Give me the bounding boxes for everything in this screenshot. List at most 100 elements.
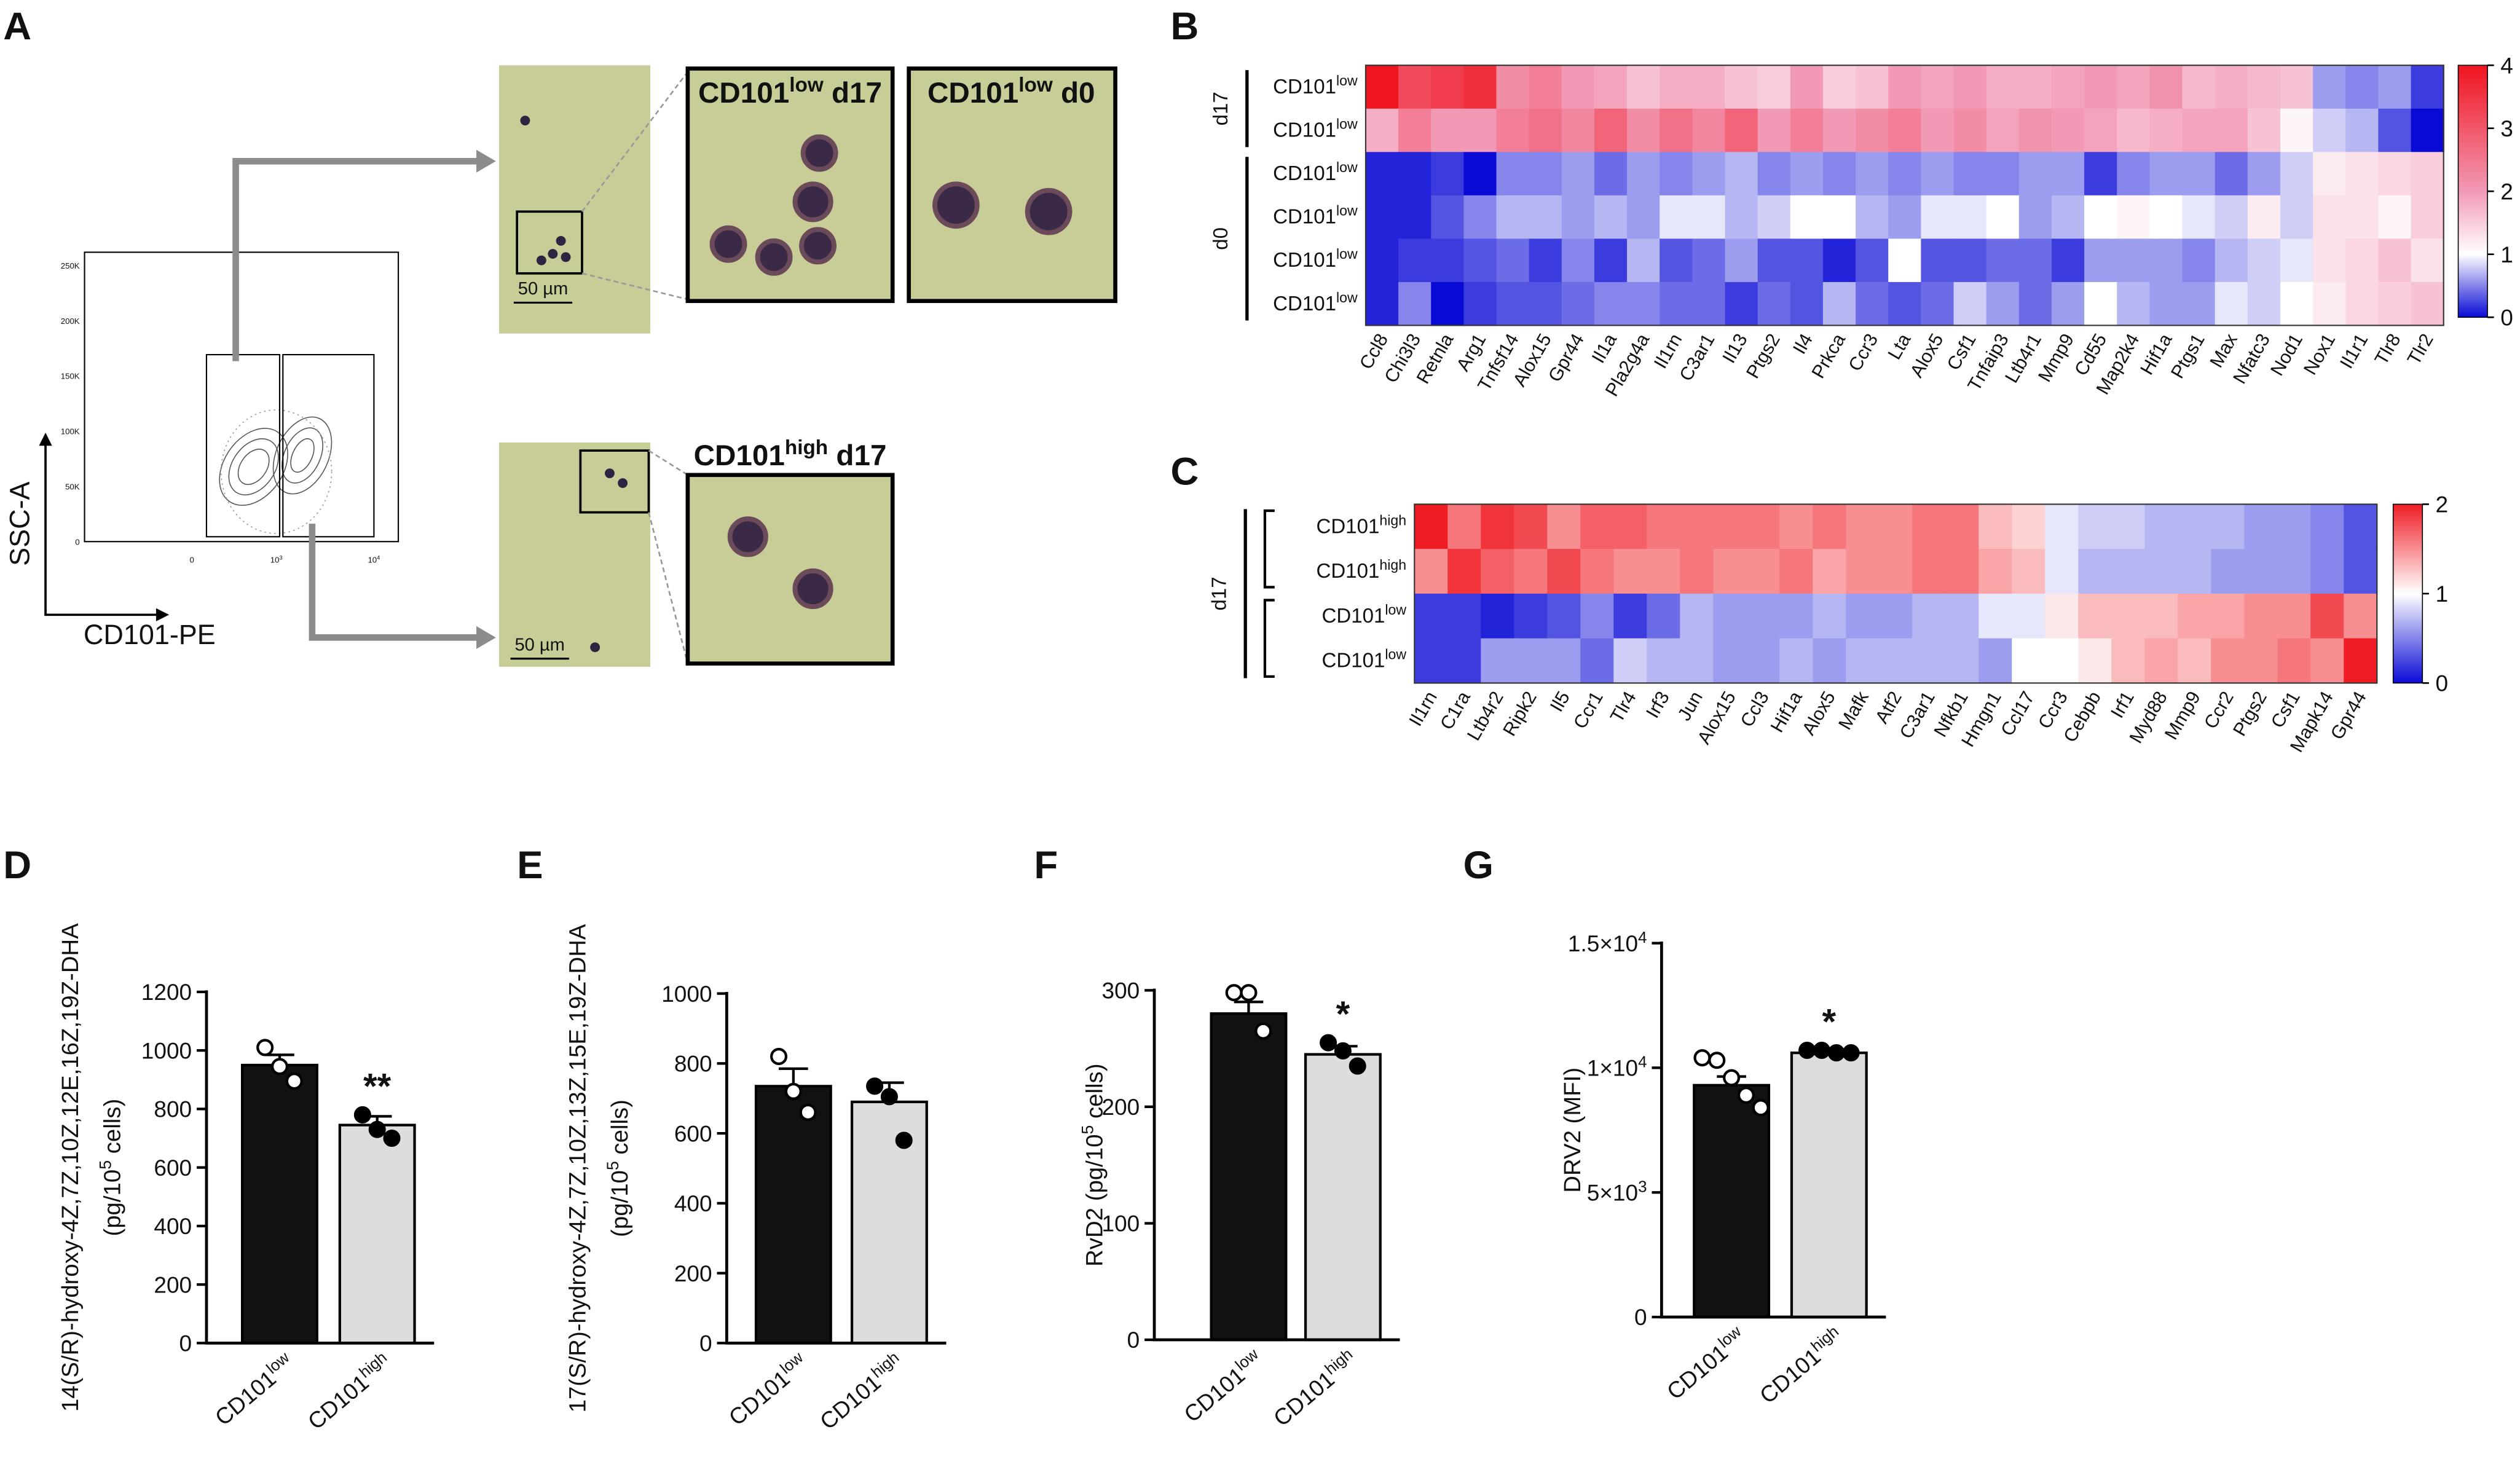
- colorbar-tick-label: 0: [2500, 304, 2513, 330]
- heatmap-cell: [1986, 65, 2020, 109]
- x-tick-label-part: CD101: [1662, 1339, 1733, 1404]
- data-point: [1737, 1087, 1755, 1104]
- image-title-part: high: [785, 436, 828, 458]
- axes: [725, 991, 947, 1345]
- heatmap-cell: [2045, 593, 2079, 639]
- heatmap-cell: [1879, 549, 1913, 594]
- flow-tick-label: 0: [75, 538, 79, 547]
- heatmap-cell: [1725, 152, 1758, 196]
- heatmap-cell: [1496, 152, 1530, 196]
- data-point: [256, 1039, 274, 1056]
- colorbar-tick-label: 3: [2500, 116, 2513, 141]
- heatmap-cell: [2313, 195, 2347, 240]
- heatmap-cell: [1496, 65, 1530, 109]
- x-tick-label: CD101low: [1178, 1345, 1269, 1427]
- data-point: [784, 1082, 802, 1100]
- row-bracket: [1263, 509, 1275, 589]
- y-axis-label-part: RvD2 (pg/10: [1081, 1135, 1108, 1267]
- x-tick-label: CD101high: [814, 1349, 908, 1434]
- heatmap-cell: [2344, 593, 2378, 639]
- x-tick-label: CD101high: [1267, 1345, 1362, 1431]
- panel-letter: C: [1171, 450, 1199, 494]
- heatmap-cell: [2045, 549, 2079, 594]
- heatmap-cell: [2244, 549, 2278, 594]
- arrow-head: [476, 149, 496, 173]
- heatmap-cell: [1888, 195, 1922, 240]
- cells: [727, 516, 833, 610]
- panel-letter: E: [517, 844, 543, 887]
- heatmap-cell: [2045, 504, 2079, 550]
- heatmap-cell: [1757, 281, 1791, 326]
- heatmap-cell: [1481, 549, 1515, 594]
- row-label: CD101low: [1321, 602, 1406, 627]
- column-label: Ccr1: [1569, 688, 1607, 733]
- y-axis-label-part: 5: [96, 1160, 115, 1170]
- row-label-part: high: [1379, 512, 1406, 528]
- y-tick-label: 600: [674, 1120, 712, 1146]
- heatmap-cell: [2182, 65, 2216, 109]
- bar: [1304, 1053, 1382, 1342]
- row-label: CD101low: [1273, 116, 1358, 142]
- heatmap-cell: [2051, 195, 2085, 240]
- row-label-part: low: [1336, 159, 1358, 175]
- heatmap-cell: [2018, 152, 2053, 196]
- heatmap-cell: [1912, 504, 1947, 550]
- heatmap-cell: [1979, 504, 2013, 550]
- heatmap-cell: [2345, 195, 2379, 240]
- heatmap-cell: [2215, 108, 2248, 153]
- heatmap-cell: [2084, 281, 2118, 326]
- heatmap-cell: [1846, 504, 1880, 550]
- y-tick-label: 100: [1101, 1211, 1140, 1237]
- column-label: Ptgs2: [2229, 688, 2271, 739]
- colorbar-tick-label: 0: [2435, 671, 2448, 696]
- row-label-part: low: [1336, 246, 1358, 262]
- panel-a-graphics: [39, 65, 1117, 667]
- heatmap-cell: [1365, 108, 1400, 153]
- flow-tick-label: 103: [270, 555, 283, 565]
- heatmap-cell: [1431, 65, 1465, 109]
- flow-tick-label-part: 4: [377, 555, 380, 561]
- heatmap-cell: [2345, 238, 2379, 283]
- heatmap-cell: [1713, 504, 1747, 550]
- heatmap-cell: [1725, 65, 1758, 109]
- heatmap-cell: [1514, 549, 1548, 594]
- axes: [1152, 988, 1400, 1342]
- heatmap-cell: [2117, 152, 2151, 196]
- flow-contours: [219, 409, 333, 534]
- heatmap-cell: [1680, 638, 1714, 684]
- data-point: [1708, 1052, 1726, 1069]
- heatmap-cell: [1660, 238, 1693, 283]
- heatmap-cell: [2378, 65, 2412, 109]
- heatmap-cell: [1414, 593, 1449, 639]
- row-label: CD101low: [1273, 203, 1358, 229]
- heatmap-cell: [1514, 504, 1548, 550]
- heatmap-cell: [2149, 152, 2183, 196]
- y-axis-label-part: 5: [1078, 1125, 1097, 1135]
- heatmap-cell: [2111, 504, 2146, 550]
- heatmap-cell: [2378, 238, 2412, 283]
- heatmap-cell: [2182, 281, 2216, 326]
- heatmap-cell: [1856, 238, 1889, 283]
- heatmap-cell: [2215, 238, 2248, 283]
- heatmap-cell: [2078, 504, 2112, 550]
- zoom-box: [516, 210, 583, 275]
- heatmap-cell: [2247, 108, 2282, 153]
- y-tick-label: 0: [179, 1331, 192, 1356]
- heatmap-cell: [1561, 152, 1595, 196]
- heatmap-cell: [2149, 281, 2183, 326]
- colorbar: [2457, 65, 2488, 318]
- y-axis-label: RvD2 (pg/105 cells): [1078, 1064, 1108, 1267]
- y-axis-label-part: (pg/10: [607, 1170, 633, 1237]
- heatmap-cell: [1953, 152, 1987, 196]
- heatmap-cell: [1594, 152, 1628, 196]
- heatmap-cell: [2111, 638, 2146, 684]
- heatmap-cell: [1725, 238, 1758, 283]
- data-point: [1827, 1044, 1845, 1062]
- y-tick-label-part: 4: [1638, 1054, 1647, 1071]
- row-label-part: CD101: [1273, 119, 1336, 142]
- column-label: Ccl17: [1997, 688, 2039, 739]
- heatmap-cell: [1879, 638, 1913, 684]
- heatmap-cell: [2310, 504, 2345, 550]
- heatmap-cell: [1431, 195, 1465, 240]
